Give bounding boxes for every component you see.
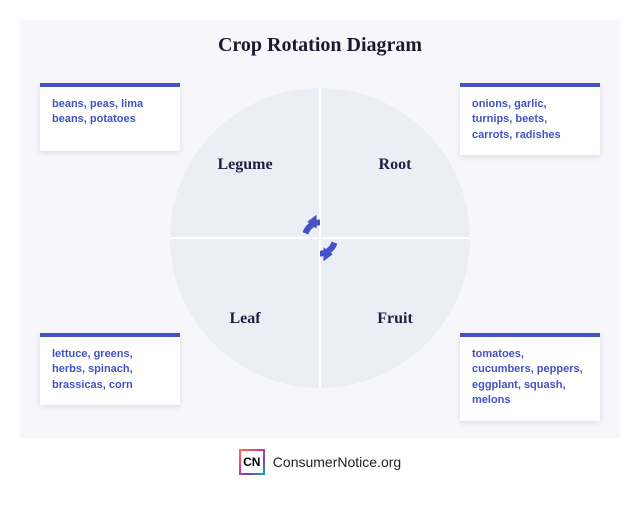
- examples-card-fruit: tomatoes, cucumbers, peppers, eggplant, …: [460, 333, 600, 421]
- examples-text: tomatoes, cucumbers, peppers, eggplant, …: [472, 348, 583, 406]
- quadrant-label-root: Root: [320, 156, 470, 174]
- rotation-arrows-icon: [291, 209, 349, 267]
- logo-text: CN: [243, 455, 260, 469]
- examples-text: onions, garlic, turnips, beets, carrots,…: [472, 98, 561, 141]
- footer-site-name: ConsumerNotice.org: [273, 454, 401, 470]
- examples-card-legume: beans, peas, lima beans, potatoes: [40, 83, 180, 151]
- quadrant-label-legume: Legume: [170, 156, 320, 174]
- examples-text: beans, peas, lima beans, potatoes: [52, 98, 143, 125]
- quadrant-label-fruit: Fruit: [320, 310, 470, 328]
- page-title: Crop Rotation Diagram: [20, 34, 620, 57]
- footer: CN ConsumerNotice.org: [20, 438, 620, 486]
- diagram-canvas: Crop Rotation Diagram Legume Root Leaf F…: [20, 20, 620, 486]
- examples-text: lettuce, greens, herbs, spinach, brassic…: [52, 348, 133, 391]
- diagram-area: Legume Root Leaf Fruit beans, peas, lima…: [20, 78, 620, 428]
- logo-icon: CN: [239, 449, 265, 475]
- quadrant-label-leaf: Leaf: [170, 310, 320, 328]
- examples-card-leaf: lettuce, greens, herbs, spinach, brassic…: [40, 333, 180, 405]
- examples-card-root: onions, garlic, turnips, beets, carrots,…: [460, 83, 600, 155]
